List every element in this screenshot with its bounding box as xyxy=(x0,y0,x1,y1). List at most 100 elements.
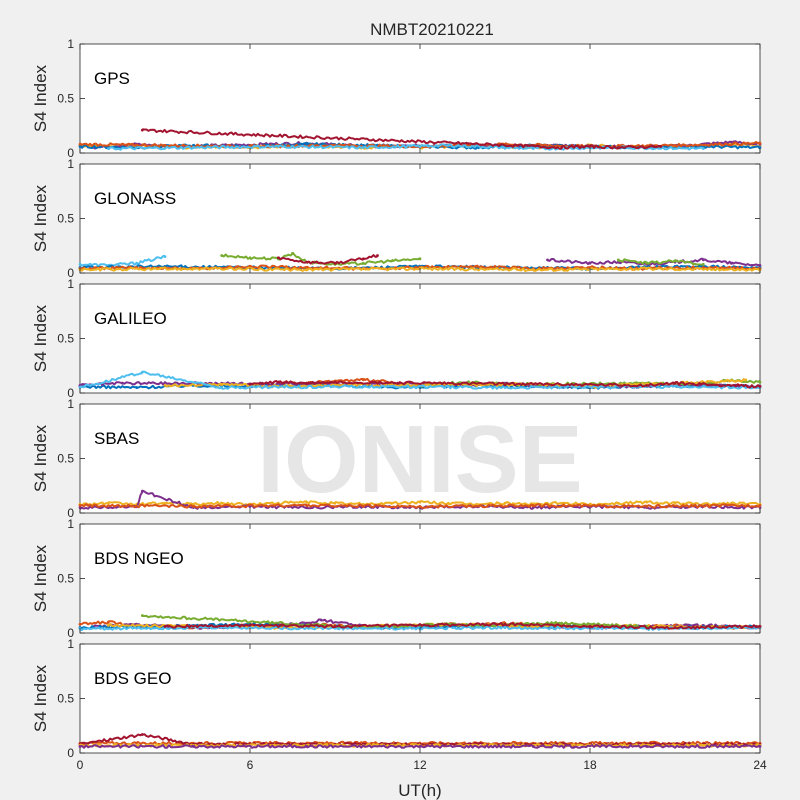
series-segment xyxy=(142,370,223,390)
series xyxy=(248,380,762,389)
series-segment xyxy=(561,144,591,150)
series-segment xyxy=(192,144,279,150)
series-segment xyxy=(277,144,364,150)
series-segment xyxy=(79,372,143,389)
series-segment xyxy=(306,380,336,385)
series-segment xyxy=(419,503,535,509)
data-point xyxy=(744,378,748,382)
series-segment xyxy=(532,503,647,509)
series-segment xyxy=(79,384,137,390)
series-segment xyxy=(278,500,307,506)
series-segment xyxy=(164,501,194,507)
constellation-label: GLONASS xyxy=(94,189,176,208)
series-segment xyxy=(617,145,704,151)
plot-area xyxy=(79,43,761,154)
y-tick-label: 0 xyxy=(67,746,74,760)
series-segment xyxy=(221,625,364,631)
series-segment xyxy=(306,742,365,747)
y-tick-label: 0.5 xyxy=(57,572,74,586)
y-tick-label: 1 xyxy=(67,517,74,531)
series-segment xyxy=(618,258,647,265)
series xyxy=(78,744,762,749)
series xyxy=(78,266,762,272)
constellation-label: BDS NGEO xyxy=(94,549,184,568)
watermark: IONISE xyxy=(257,406,582,513)
plot-area xyxy=(79,523,761,634)
series-segment xyxy=(306,260,336,265)
data-point xyxy=(701,262,705,266)
data-point xyxy=(758,146,762,149)
series-segment xyxy=(79,262,109,268)
series-segment xyxy=(504,625,647,631)
series-segment xyxy=(646,384,761,390)
data-point xyxy=(758,263,762,267)
series-segment xyxy=(334,378,364,383)
series-segment xyxy=(249,623,336,629)
series xyxy=(616,258,705,267)
constellation-label: BDS GEO xyxy=(94,669,171,688)
series-segment xyxy=(419,744,534,749)
series-segment xyxy=(306,618,321,625)
series-segment xyxy=(306,503,421,509)
series-segment xyxy=(249,256,279,261)
series-segment xyxy=(731,501,761,506)
data-point xyxy=(758,141,762,145)
series-segment xyxy=(278,380,307,385)
y-axis-label: S4 Index xyxy=(31,424,50,492)
x-tick-label: 12 xyxy=(413,758,427,772)
series-segment xyxy=(192,744,308,749)
x-tick-label: 18 xyxy=(583,758,597,772)
data-point xyxy=(758,385,762,388)
series-segment xyxy=(334,257,364,266)
series-segment xyxy=(79,744,194,749)
series-segment xyxy=(646,260,676,267)
y-tick-label: 1 xyxy=(67,37,74,51)
series xyxy=(78,254,167,268)
series-segment xyxy=(448,501,477,506)
series-segment xyxy=(674,381,761,389)
series-segment xyxy=(702,144,761,150)
series-segment xyxy=(504,622,591,629)
series-segment xyxy=(164,382,223,388)
panel-sbas: 0 0.5 1 S4 Index SBAS xyxy=(31,397,762,520)
series-segment xyxy=(221,501,251,507)
series-segment xyxy=(79,142,166,148)
series-segment xyxy=(136,254,166,266)
series-segment xyxy=(646,744,761,749)
series-segment xyxy=(674,624,761,630)
y-tick-label: 0 xyxy=(67,506,74,520)
series xyxy=(78,503,762,509)
series-segment xyxy=(589,624,676,630)
data-point xyxy=(758,745,762,748)
y-tick-label: 0.5 xyxy=(57,692,74,706)
y-tick-label: 0 xyxy=(67,386,74,400)
series-segment xyxy=(306,744,421,749)
panel-bds-ngeo: 0 0.5 1 S4 Index BDS NGEO xyxy=(31,517,762,640)
data-point xyxy=(758,380,762,384)
series-segment xyxy=(674,264,761,270)
y-axis-label: S4 Index xyxy=(31,304,50,372)
series-segment xyxy=(532,744,647,749)
series-segment xyxy=(291,251,308,264)
series-segment xyxy=(703,258,733,265)
x-tick-label: 0 xyxy=(77,758,84,772)
series-segment xyxy=(646,503,761,509)
series xyxy=(140,128,663,150)
constellation-label: GALILEO xyxy=(94,309,167,328)
series-segment xyxy=(107,145,194,151)
data-point xyxy=(418,257,422,261)
series-segment xyxy=(79,503,194,509)
series-segment xyxy=(674,501,704,506)
figure-title: NMBT20210221 xyxy=(370,20,494,39)
series-segment xyxy=(731,261,761,267)
series-segment xyxy=(419,266,534,272)
series-segment xyxy=(646,381,676,387)
data-point xyxy=(376,254,379,257)
x-tick-label: 6 xyxy=(247,758,254,772)
data-point xyxy=(701,147,705,151)
series-segment xyxy=(476,621,563,628)
constellation-label: SBAS xyxy=(94,429,139,448)
series-segment xyxy=(363,254,378,260)
y-tick-label: 0 xyxy=(67,626,74,640)
